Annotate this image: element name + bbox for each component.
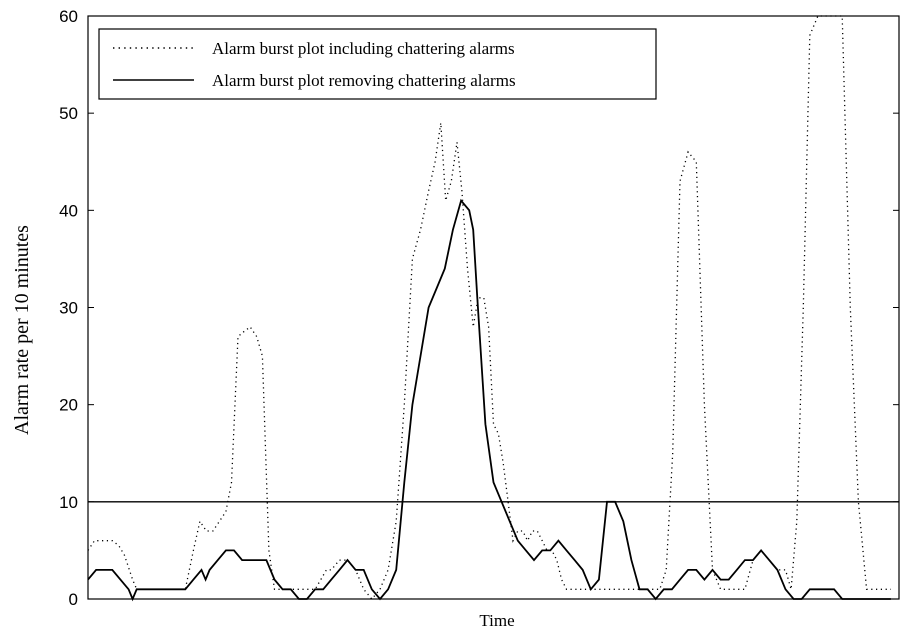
legend-label-including: Alarm burst plot including chattering al… — [212, 39, 515, 58]
plot-area: 0 10 20 30 40 50 60 — [59, 7, 900, 609]
series-removing-chattering-line — [87, 198, 891, 602]
legend-label-removing: Alarm burst plot removing chattering ala… — [212, 71, 516, 90]
series-including-chattering-line — [87, 15, 891, 601]
y-tick-label-6: 60 — [59, 7, 78, 26]
y-tick-label-4: 40 — [59, 201, 78, 220]
y-tick-label-0: 0 — [69, 590, 78, 609]
y-tick-label-2: 20 — [59, 396, 78, 415]
plot-frame — [87, 15, 900, 600]
y-tick-label-3: 30 — [59, 299, 78, 318]
y-axis-title: Alarm rate per 10 minutes — [11, 225, 33, 435]
y-tick-label-1: 10 — [59, 493, 78, 512]
x-axis-title: Time — [479, 611, 514, 630]
legend: Alarm burst plot including chattering al… — [98, 28, 657, 100]
legend-box — [98, 28, 657, 100]
y-tick-label-5: 50 — [59, 104, 78, 123]
